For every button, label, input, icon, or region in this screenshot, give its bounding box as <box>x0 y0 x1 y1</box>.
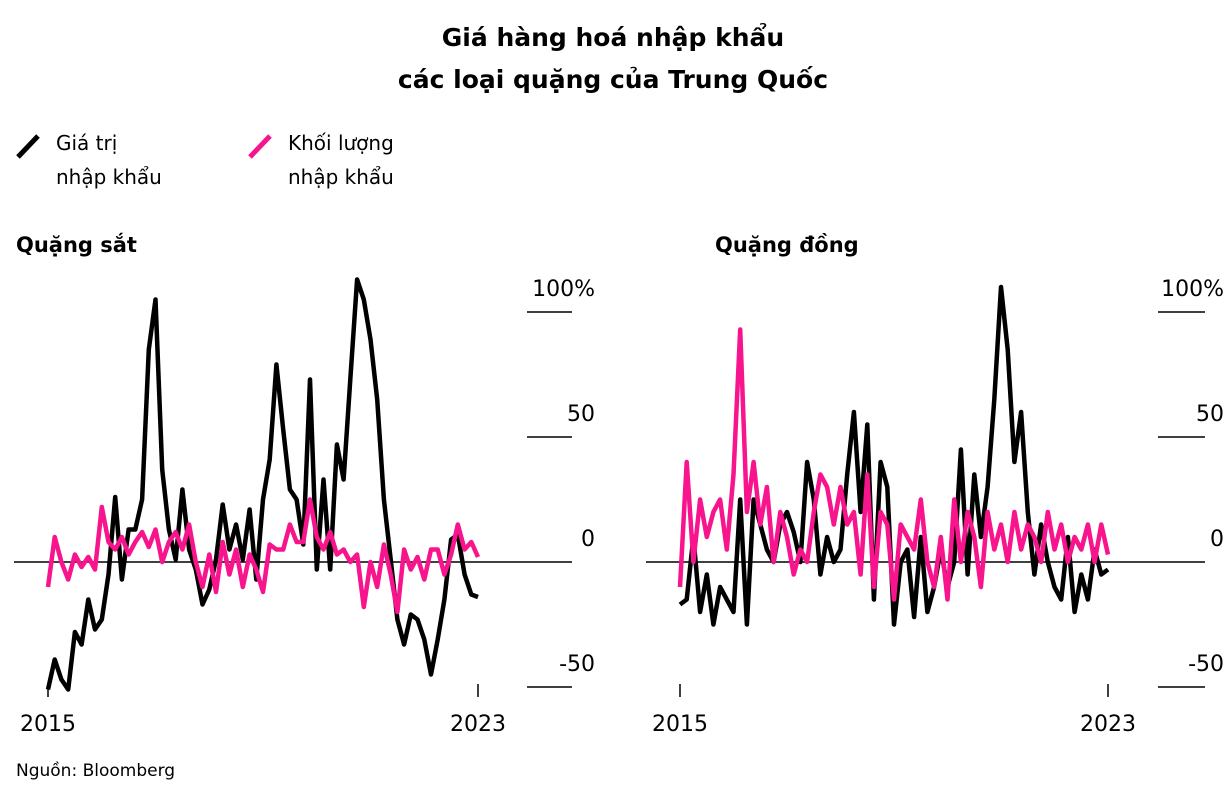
y-tick-label: 0 <box>581 527 595 552</box>
y-tick-label: 50 <box>1196 402 1224 427</box>
y-tick-label: 100% <box>1161 277 1224 302</box>
y-tick-label: 50 <box>567 402 595 427</box>
y-tick-label: 0 <box>1210 527 1224 552</box>
x-tick-label: 2015 <box>652 712 708 737</box>
x-tick-label: 2015 <box>20 712 76 737</box>
legend-label: Giá trị nhập khẩu <box>56 131 162 189</box>
panel-title: Quặng sắt <box>16 232 137 257</box>
x-tick-label: 2023 <box>1080 712 1136 737</box>
line-series <box>45 277 479 692</box>
legend-swatch <box>248 134 272 159</box>
chart-title: Giá hàng hoá nhập khẩu <box>442 22 784 52</box>
line-series <box>45 497 481 615</box>
chart-title: các loại quặng của Trung Quốc <box>398 65 828 94</box>
panel-title: Quặng đồng <box>715 233 859 257</box>
legend-swatch <box>16 134 40 159</box>
y-tick-label: 100% <box>532 277 595 302</box>
y-tick-label: -50 <box>1188 652 1224 677</box>
source: Nguồn: Bloomberg <box>16 760 175 781</box>
line-series <box>677 327 1111 602</box>
y-tick-label: -50 <box>559 652 595 677</box>
x-tick-label: 2023 <box>450 712 506 737</box>
legend-label: Khối lượng nhập khẩu <box>288 131 394 189</box>
line-series <box>678 284 1110 627</box>
